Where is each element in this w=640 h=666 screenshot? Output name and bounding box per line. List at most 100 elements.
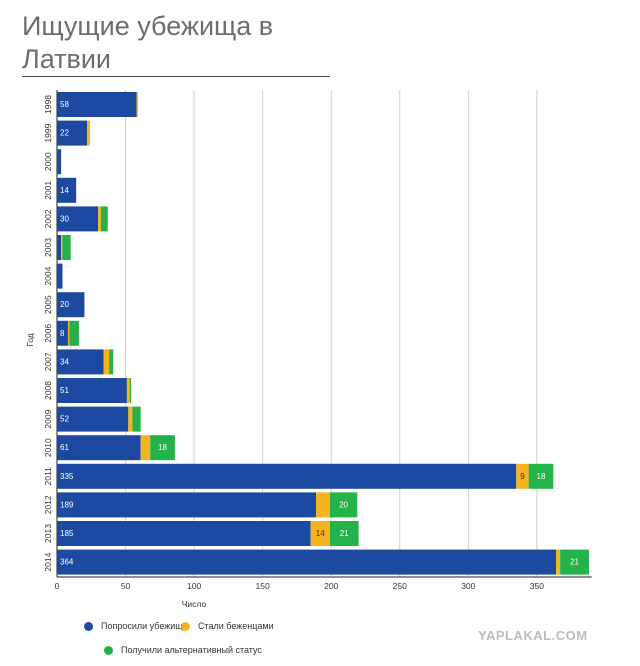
bar-2011-series-2 — [528, 463, 554, 489]
data-label-2014-series-0: 364 — [60, 558, 74, 567]
legend-label-alt: Получили альтернативный статус — [121, 645, 262, 655]
bar-1998-series-1 — [136, 92, 138, 117]
legend-label-refugee: Стали беженцами — [198, 621, 274, 631]
bar-2011-series-1 — [516, 463, 529, 489]
data-label-2002-series-0: 30 — [60, 214, 69, 223]
bar-2007-series-0 — [57, 349, 104, 375]
y-tick-label-2014: 2014 — [43, 552, 53, 571]
x-tick-label-250: 250 — [393, 581, 407, 591]
y-tick-label-2006: 2006 — [43, 324, 53, 343]
bar-2014-series-2 — [560, 549, 589, 575]
bar-2012-series-0 — [57, 492, 317, 518]
data-label-2010-series-0: 61 — [60, 443, 69, 452]
bar-2003-series-2 — [62, 235, 71, 260]
bar-2008-series-0 — [57, 378, 127, 403]
bar-2005-series-0 — [57, 292, 85, 318]
y-tick-label-2004: 2004 — [43, 266, 53, 285]
data-label-2008-series-0: 51 — [60, 386, 69, 395]
data-label-2011-series-0: 335 — [60, 472, 74, 481]
bar-2008-series-1 — [126, 378, 130, 403]
bar-1999-series-1 — [87, 120, 90, 146]
bar-2007-series-2 — [109, 349, 114, 375]
x-axis-title: Число — [182, 599, 207, 609]
y-tick-label-2000: 2000 — [43, 152, 53, 171]
y-tick-label-2001: 2001 — [43, 181, 53, 200]
bar-2002-series-2 — [100, 206, 108, 232]
bar-2007-series-1 — [103, 349, 110, 375]
y-tick-label-2013: 2013 — [43, 524, 53, 543]
legend-swatch-asylum — [84, 621, 93, 631]
bar-2002-series-1 — [98, 206, 101, 232]
bar-2014-series-0 — [57, 549, 557, 575]
legend-item-alt: Получили альтернативный статус — [104, 645, 262, 655]
bar-2013-series-2 — [329, 521, 359, 546]
y-tick-label-2002: 2002 — [43, 209, 53, 228]
x-tick-label-0: 0 — [55, 581, 60, 591]
data-label-2009-series-0: 52 — [60, 415, 69, 424]
x-tick-label-150: 150 — [256, 581, 270, 591]
bar-2003-series-1 — [61, 235, 63, 260]
legend-swatch-refugee — [181, 621, 190, 631]
bar-2010-series-0 — [57, 435, 141, 461]
title-line-1: Ищущие убежища в — [22, 11, 274, 41]
legend-label-asylum: Попросили убежища — [101, 621, 188, 631]
y-tick-label-2009: 2009 — [43, 409, 53, 428]
bar-2012-series-1 — [316, 492, 330, 518]
bar-2012-series-2 — [329, 492, 358, 518]
y-tick-label-2010: 2010 — [43, 438, 53, 457]
data-label-2012-series-2: 20 — [339, 500, 348, 509]
y-tick-label-1998: 1998 — [43, 95, 53, 114]
data-label-2011-series-2: 18 — [537, 472, 546, 481]
data-label-1999-series-0: 22 — [60, 129, 69, 138]
data-label-2013-series-0: 185 — [60, 529, 74, 538]
bar-2002-series-0 — [57, 206, 99, 232]
bar-2000-series-0 — [57, 149, 62, 175]
data-label-2011-series-1: 9 — [520, 472, 525, 481]
x-tick-label-300: 300 — [461, 581, 475, 591]
y-tick-label-2007: 2007 — [43, 352, 53, 371]
bar-2009-series-1 — [128, 406, 133, 432]
bar-2006-series-1 — [67, 320, 70, 346]
bar-2006-series-2 — [69, 320, 79, 346]
y-tick-label-2003: 2003 — [43, 238, 53, 257]
title-line-2: Латвии — [22, 44, 112, 74]
bar-2006-series-0 — [57, 320, 68, 346]
bar-2003-series-0 — [57, 235, 62, 260]
chart-title: Ищущие убежища в Латвии — [22, 10, 273, 76]
bar-2011-series-0 — [57, 463, 517, 489]
bar-1999-series-0 — [57, 120, 88, 146]
x-tick-label-100: 100 — [187, 581, 201, 591]
data-label-2014-series-2: 21 — [570, 558, 579, 567]
y-axis-title: Год — [25, 333, 35, 347]
y-tick-label-2005: 2005 — [43, 295, 53, 314]
bar-2010-series-2 — [150, 435, 175, 461]
x-tick-label-350: 350 — [530, 581, 544, 591]
data-label-2007-series-0: 34 — [60, 357, 69, 366]
bar-2009-series-2 — [132, 406, 141, 432]
data-label-2013-series-2: 21 — [340, 529, 349, 538]
bar-2001-series-0 — [57, 177, 77, 203]
title-divider — [22, 76, 330, 77]
y-tick-label-2011: 2011 — [43, 467, 53, 486]
watermark: YAPLAKAL.COM — [478, 628, 588, 643]
bar-chart: 0 50 100 150 200 250 300 350 Число Год 1998 58 1999 2… — [25, 90, 592, 609]
y-tick-label-1999: 1999 — [43, 123, 53, 142]
legend-item-asylum: Попросили убежища — [84, 621, 188, 631]
data-label-2013-series-1: 14 — [316, 529, 325, 538]
legend-item-refugee: Стали беженцами — [181, 621, 274, 631]
y-tick-label-2012: 2012 — [43, 495, 53, 514]
y-tick-label-2008: 2008 — [43, 381, 53, 400]
bar-1998-series-0 — [57, 92, 137, 117]
bar-2014-series-1 — [556, 549, 561, 575]
data-label-2001-series-0: 14 — [60, 186, 69, 195]
bar-2013-series-0 — [57, 521, 311, 546]
x-tick-label-200: 200 — [324, 581, 338, 591]
data-label-1998-series-0: 58 — [60, 100, 69, 109]
bar-2008-series-2 — [129, 378, 132, 403]
x-tick-label-50: 50 — [121, 581, 131, 591]
bar-2004-series-0 — [57, 263, 63, 289]
bar-2010-series-1 — [140, 435, 151, 461]
data-label-2006-series-0: 8 — [60, 329, 65, 338]
bar-2013-series-1 — [310, 521, 330, 546]
legend-swatch-alt — [104, 645, 113, 655]
